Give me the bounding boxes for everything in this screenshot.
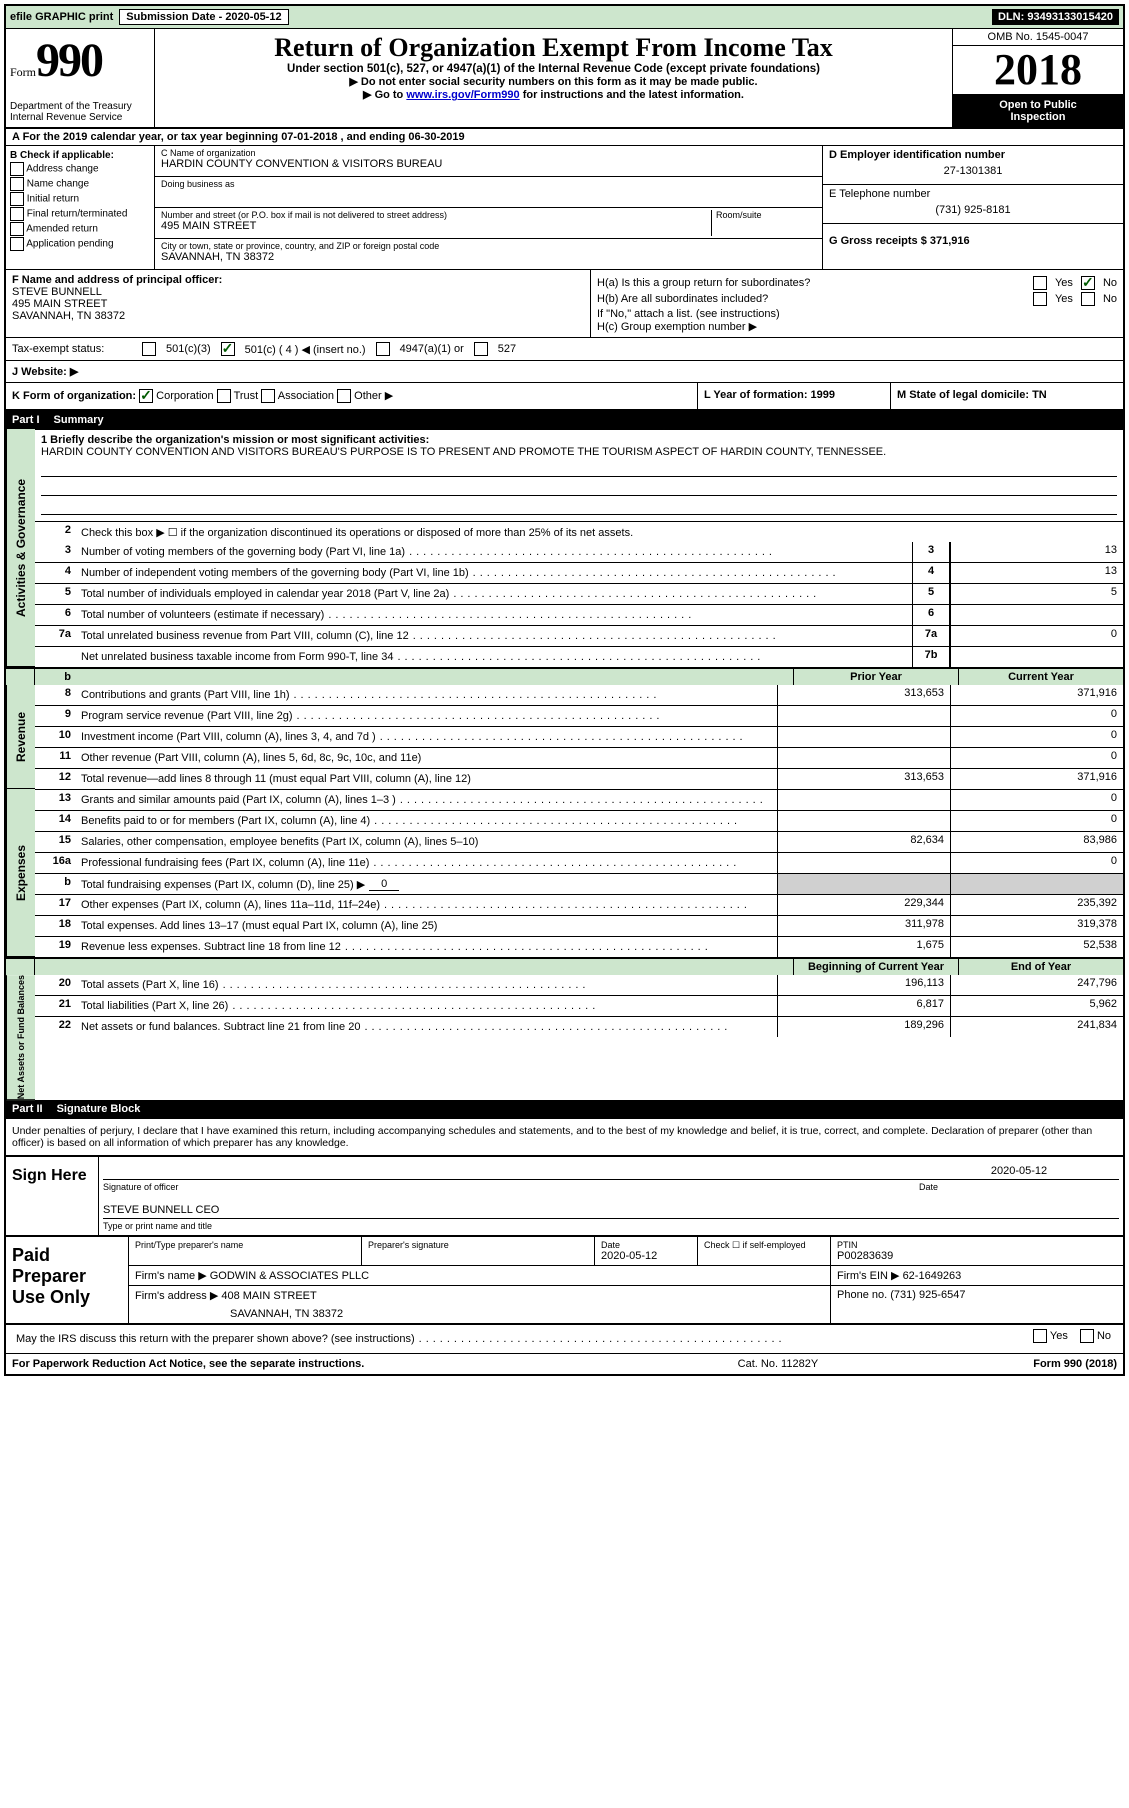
notice-1: ▶ Do not enter social security numbers o… [163,75,944,88]
dept-label: Department of the Treasury Internal Reve… [10,101,150,123]
open-public: Open to Public Inspection [953,95,1123,127]
notice-2: ▶ Go to www.irs.gov/Form990 for instruct… [163,88,944,101]
section-net-assets: Net Assets or Fund Balances 20Total asse… [6,975,1123,1100]
ein: 27-1301381 [829,161,1117,177]
paid-preparer: Paid Preparer Use Only Print/Type prepar… [6,1237,1123,1325]
submission-date: Submission Date - 2020-05-12 [119,9,288,25]
sign-here: Sign Here 2020-05-12 Signature of office… [6,1155,1123,1237]
boy-eoy-headers: Beginning of Current Year End of Year [6,957,1123,975]
form-subtitle: Under section 501(c), 527, or 4947(a)(1)… [163,63,944,75]
form-page: efile GRAPHIC print Submission Date - 20… [4,4,1125,1376]
row-a: A For the 2019 calendar year, or tax yea… [6,129,1123,146]
dln: DLN: 93493133015420 [992,9,1119,25]
irs-link[interactable]: www.irs.gov/Form990 [406,89,519,101]
org-address: 495 MAIN STREET [161,220,711,232]
side-revenue: Revenue [6,685,35,789]
section-revenue: Revenue 8Contributions and grants (Part … [6,685,1123,789]
val-4: 13 [950,563,1123,583]
part-1-header: Part I Summary [6,411,1123,429]
val-3: 13 [950,542,1123,562]
gross-receipts: G Gross receipts $ 371,916 [829,227,1117,247]
val-5: 5 [950,584,1123,604]
side-net-assets: Net Assets or Fund Balances [6,975,35,1100]
footer: For Paperwork Reduction Act Notice, see … [6,1353,1123,1374]
discuss-row: May the IRS discuss this return with the… [6,1325,1123,1353]
col-c: C Name of organization HARDIN COUNTY CON… [155,146,822,269]
val-7a: 0 [950,626,1123,646]
topbar: efile GRAPHIC print Submission Date - 20… [6,6,1123,29]
officer-name: STEVE BUNNELL CEO [103,1204,219,1216]
row-website: J Website: ▶ [6,361,1123,383]
part-2-header: Part II Signature Block [6,1100,1123,1118]
col-b: B Check if applicable: Address change Na… [6,146,155,269]
org-name: HARDIN COUNTY CONVENTION & VISITORS BURE… [161,158,816,170]
col-de: D Employer identification number 27-1301… [822,146,1123,269]
section-bcd: B Check if applicable: Address change Na… [6,146,1123,270]
telephone: (731) 925-8181 [829,200,1117,216]
header: Form990 Department of the Treasury Inter… [6,29,1123,129]
section-expenses: Expenses 13Grants and similar amounts pa… [6,789,1123,957]
omb-number: OMB No. 1545-0047 [953,29,1123,46]
efile-label: efile GRAPHIC print [10,11,113,23]
form-number: Form990 [10,33,150,88]
mission-text: HARDIN COUNTY CONVENTION AND VISITORS BU… [41,446,1117,458]
side-expenses: Expenses [6,789,35,957]
side-governance: Activities & Governance [6,429,35,667]
row-tax-status: Tax-exempt status: 501(c)(3) 501(c) ( 4 … [6,338,1123,361]
signature-declaration: Under penalties of perjury, I declare th… [6,1118,1123,1155]
row-fh: F Name and address of principal officer:… [6,270,1123,338]
year-headers: b Prior Year Current Year [6,667,1123,685]
org-city: SAVANNAH, TN 38372 [161,251,816,263]
form-title: Return of Organization Exempt From Incom… [163,33,944,63]
section-governance: Activities & Governance 1 Briefly descri… [6,429,1123,667]
row-k: K Form of organization: Corporation Trus… [6,383,1123,411]
tax-year: 2018 [953,46,1123,95]
